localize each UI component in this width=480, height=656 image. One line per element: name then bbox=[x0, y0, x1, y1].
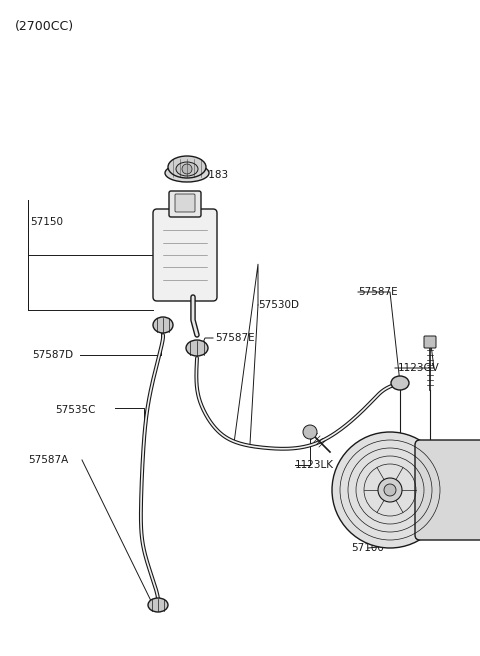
Text: 1123LK: 1123LK bbox=[295, 460, 334, 470]
Text: 57530D: 57530D bbox=[258, 300, 299, 310]
Text: 57587E: 57587E bbox=[215, 333, 254, 343]
FancyBboxPatch shape bbox=[175, 194, 195, 212]
Text: (2700CC): (2700CC) bbox=[15, 20, 74, 33]
Ellipse shape bbox=[391, 376, 409, 390]
Ellipse shape bbox=[165, 164, 209, 182]
Text: 57100: 57100 bbox=[351, 543, 384, 553]
Circle shape bbox=[378, 478, 402, 502]
Circle shape bbox=[384, 484, 396, 496]
FancyBboxPatch shape bbox=[415, 440, 480, 540]
Circle shape bbox=[332, 432, 448, 548]
Ellipse shape bbox=[153, 317, 173, 333]
Text: 1123GV: 1123GV bbox=[398, 363, 440, 373]
Text: 57183: 57183 bbox=[195, 170, 228, 180]
FancyBboxPatch shape bbox=[424, 336, 436, 348]
Ellipse shape bbox=[186, 340, 208, 356]
Text: 57587E: 57587E bbox=[358, 287, 397, 297]
Ellipse shape bbox=[176, 162, 198, 176]
Text: 57150: 57150 bbox=[30, 217, 63, 227]
Ellipse shape bbox=[168, 156, 206, 178]
Text: 57587D: 57587D bbox=[32, 350, 73, 360]
FancyBboxPatch shape bbox=[153, 209, 217, 301]
Text: 57535C: 57535C bbox=[55, 405, 96, 415]
Circle shape bbox=[303, 425, 317, 439]
Ellipse shape bbox=[148, 598, 168, 612]
FancyBboxPatch shape bbox=[169, 191, 201, 217]
Text: 57587A: 57587A bbox=[28, 455, 68, 465]
Circle shape bbox=[182, 164, 192, 174]
